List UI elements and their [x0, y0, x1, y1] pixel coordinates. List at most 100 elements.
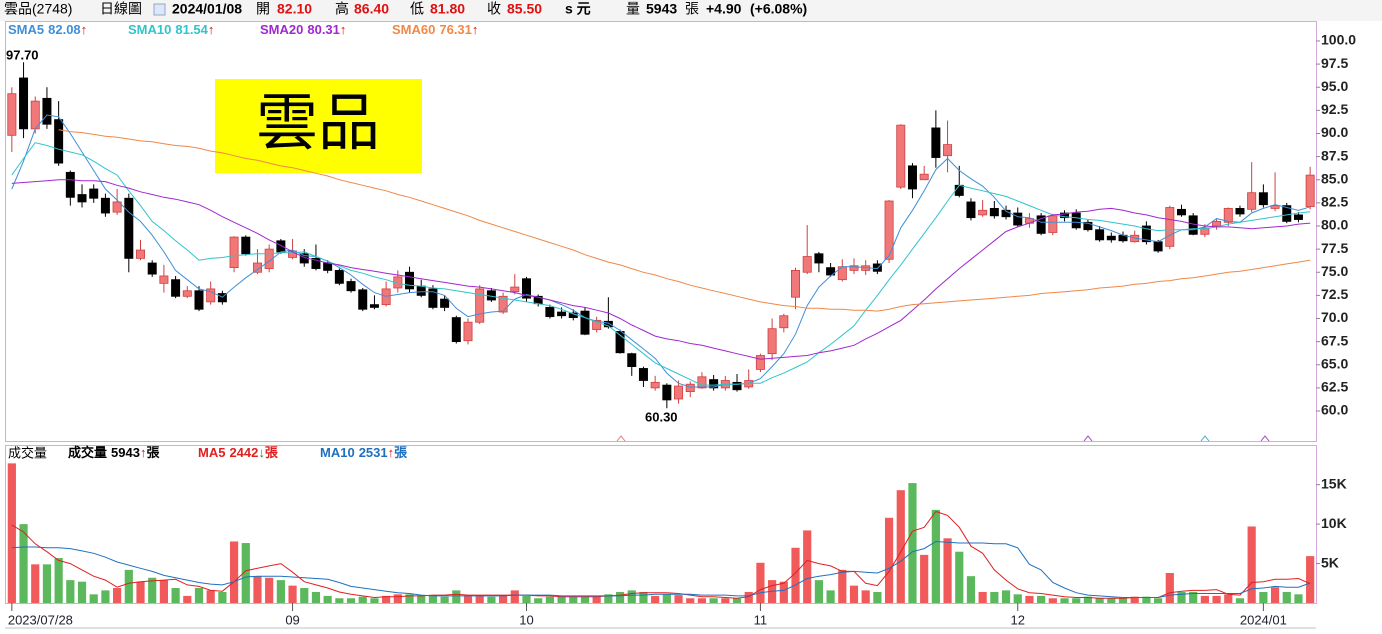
legend-entry: MA5 2442↓張	[198, 445, 279, 460]
volume-bar	[1025, 595, 1034, 603]
candle-body	[650, 381, 660, 389]
volume-bar	[639, 591, 648, 603]
volume-bar	[1177, 591, 1186, 603]
volume-bar	[253, 576, 262, 603]
volume-bar	[861, 590, 870, 603]
candle-body	[662, 384, 672, 401]
legend-entry: SMA60 76.31↑	[392, 22, 478, 37]
legend-part: ↓	[258, 445, 265, 460]
candle-body	[463, 321, 473, 342]
candle-body	[1270, 205, 1280, 209]
ma-line	[11, 510, 1311, 599]
candle-body	[510, 286, 520, 293]
period-icon[interactable]	[153, 3, 166, 16]
volume-bar	[990, 591, 999, 603]
stock-name: 雲品(2748)	[4, 1, 72, 17]
volume-bar	[136, 581, 145, 603]
volume-bar	[686, 598, 695, 603]
candle-body	[1258, 192, 1268, 206]
volume-bar	[1165, 573, 1174, 603]
volume-bar	[487, 596, 496, 603]
legend-entry: SMA10 81.54↑	[128, 22, 214, 37]
candle-body	[638, 368, 648, 381]
candle-body	[1153, 241, 1163, 252]
volume-bar	[241, 543, 250, 603]
ma-line	[11, 540, 1311, 598]
volume-bar	[288, 585, 297, 603]
legend-part: SMA20	[260, 22, 303, 37]
volume-bar	[1083, 596, 1093, 603]
volume-bar	[370, 598, 379, 603]
candle-body	[615, 331, 625, 354]
candle-body	[849, 265, 859, 271]
candle-body	[557, 311, 567, 317]
candle-body	[89, 188, 99, 199]
candle-body	[100, 197, 110, 214]
candle-body	[475, 288, 485, 323]
legend-part: 2442	[229, 445, 258, 460]
legend-part: 張	[146, 445, 160, 460]
volume-bar	[1294, 594, 1303, 603]
volume-bar	[662, 594, 671, 603]
volume-bar	[1142, 596, 1151, 603]
high-value: 86.40	[354, 1, 389, 17]
volume-bar	[323, 595, 332, 603]
y-tick-label: 82.5	[1321, 194, 1348, 210]
volume-bar	[19, 524, 28, 603]
marker	[1083, 435, 1093, 442]
volume-bar	[229, 541, 239, 603]
volume-bar	[171, 588, 180, 603]
y-tick-label: 77.5	[1321, 240, 1348, 256]
candle-body	[545, 307, 555, 318]
candle-body	[1235, 208, 1245, 215]
volume-bar	[814, 580, 823, 603]
candle-body	[709, 379, 719, 389]
candle-body	[580, 310, 590, 335]
candle-body	[1083, 221, 1093, 231]
candle-body	[1188, 215, 1198, 235]
candle-body	[1060, 212, 1070, 219]
volume-bar	[849, 585, 859, 603]
candle-body	[802, 256, 812, 273]
candle-body	[311, 257, 321, 269]
volume-bar	[1259, 591, 1268, 603]
volume-bar	[89, 594, 98, 603]
volume-bar	[838, 569, 847, 603]
volume-bar	[884, 517, 894, 603]
legend-entry: MA10 2531↑張	[320, 445, 408, 460]
y-tick-label: 70.0	[1321, 309, 1348, 325]
volume-bar	[510, 590, 519, 603]
volume-bar	[42, 564, 52, 603]
volume-bar	[194, 588, 204, 603]
volume-bar	[382, 595, 391, 603]
legend-part: 81.54	[175, 22, 208, 37]
candle-body	[276, 240, 286, 253]
candle-body	[674, 385, 684, 400]
y-tick-label: 100.0	[1321, 32, 1356, 48]
marker	[1260, 435, 1270, 442]
volume-bar	[265, 577, 274, 603]
volume-bar	[1072, 598, 1081, 603]
period: 日線圖	[100, 1, 142, 17]
legend-part: SMA60	[392, 22, 435, 37]
volume-bar	[499, 595, 508, 603]
volume-bar	[779, 581, 788, 603]
volume-bar	[966, 576, 976, 603]
close-value: 85.50	[507, 1, 542, 17]
candle-body	[229, 236, 239, 269]
change: +4.90	[706, 1, 742, 17]
candle-body	[19, 77, 29, 130]
legend-part: 2531	[359, 445, 388, 460]
volume-bar	[159, 580, 168, 603]
volume-bar	[592, 596, 601, 603]
legend-part: ↑	[208, 22, 215, 37]
volume-bar	[1118, 598, 1128, 603]
legend-part: ↑	[140, 445, 147, 460]
y-tick-label: 95.0	[1321, 78, 1348, 94]
volume-bar	[1235, 598, 1245, 603]
candle-body	[954, 184, 964, 196]
volume-bar	[557, 596, 566, 603]
open-label: 開	[256, 1, 270, 17]
y-tick-label: 5K	[1321, 554, 1339, 570]
annotation-text: 雲品	[256, 86, 380, 159]
